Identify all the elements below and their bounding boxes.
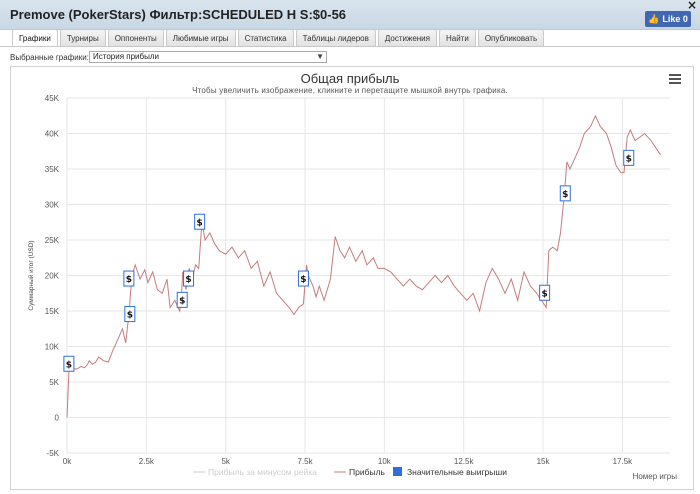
x-tick-label: 5k bbox=[221, 457, 230, 466]
y-tick-label: 10K bbox=[45, 343, 60, 352]
dollar-icon: $ bbox=[179, 296, 185, 306]
x-tick-label: 12.5k bbox=[454, 457, 475, 466]
dollar-icon: $ bbox=[626, 154, 632, 164]
profit-series-line bbox=[66, 114, 661, 418]
tab-bar: Графики Турниры Оппоненты Любимые игры Стати… bbox=[12, 29, 545, 47]
x-tick-label: 7.5k bbox=[297, 457, 313, 466]
big-win-marker[interactable] bbox=[176, 291, 188, 308]
y-tick-label: 40K bbox=[45, 130, 60, 139]
y-tick-label: 30K bbox=[45, 201, 60, 210]
big-win-marker[interactable] bbox=[297, 270, 309, 287]
big-win-marker[interactable] bbox=[63, 355, 75, 372]
tab-2[interactable]: Оппоненты bbox=[107, 29, 164, 46]
x-tick-label: 17.5k bbox=[613, 457, 634, 466]
legend-rake-label[interactable]: Прибыль за минусом рейка bbox=[208, 467, 317, 477]
chart-menu-icon[interactable] bbox=[669, 74, 681, 84]
y-tick-label: 45K bbox=[45, 94, 60, 103]
dollar-icon: $ bbox=[542, 289, 548, 299]
facebook-like-button[interactable]: 👍 Like 0 bbox=[645, 11, 691, 27]
legend-profit-label[interactable]: Прибыль bbox=[349, 467, 386, 477]
x-tick-label: 2.5k bbox=[139, 457, 155, 466]
dollar-icon: $ bbox=[197, 218, 203, 228]
window-title: Premove (PokerStars) Фильтр:SCHEDULED H … bbox=[10, 7, 347, 22]
legend-wins-label[interactable]: Значительные выигрыши bbox=[407, 467, 507, 477]
tab-0[interactable]: Графики bbox=[12, 29, 58, 47]
y-axis-label: Суммарный итог (USD) bbox=[27, 240, 35, 310]
dollar-icon: $ bbox=[127, 311, 133, 321]
dollar-icon: $ bbox=[66, 360, 72, 370]
big-win-marker[interactable] bbox=[123, 270, 135, 287]
chart-subtitle: Чтобы увеличить изображение, кликните и … bbox=[192, 86, 508, 95]
chart-selector-value: История прибыли bbox=[93, 52, 159, 61]
like-label: Like 0 bbox=[662, 14, 688, 24]
x-tick-label: 10k bbox=[378, 457, 392, 466]
legend-wins-swatch[interactable] bbox=[393, 467, 402, 476]
close-icon[interactable]: × bbox=[686, 0, 697, 12]
tab-4[interactable]: Статистика bbox=[237, 29, 294, 46]
dollar-icon: $ bbox=[185, 275, 191, 285]
y-tick-label: 15K bbox=[45, 307, 60, 316]
big-win-marker[interactable] bbox=[559, 185, 571, 202]
y-tick-label: 25K bbox=[45, 236, 60, 245]
x-tick-label: 15k bbox=[537, 457, 551, 466]
window-titlebar: Premove (PokerStars) Фильтр:SCHEDULED H … bbox=[0, 0, 700, 30]
chevron-down-icon: ▼ bbox=[316, 52, 324, 61]
chart-title: Общая прибыль bbox=[300, 71, 400, 86]
big-win-marker[interactable] bbox=[539, 284, 551, 301]
tab-5[interactable]: Таблицы лидеров bbox=[295, 29, 376, 46]
big-win-marker[interactable] bbox=[194, 213, 206, 230]
y-tick-label: -5K bbox=[47, 449, 60, 458]
big-win-marker[interactable] bbox=[124, 306, 136, 323]
thumbs-up-icon: 👍 bbox=[648, 13, 660, 24]
tab-6[interactable]: Достижения bbox=[377, 29, 437, 46]
y-tick-label: 35K bbox=[45, 165, 60, 174]
y-tick-label: 5K bbox=[49, 378, 59, 387]
tab-3[interactable]: Любимые игры bbox=[165, 29, 236, 46]
chart-selector-dropdown[interactable]: История прибыли ▼ bbox=[89, 51, 327, 63]
y-tick-label: 20K bbox=[45, 272, 60, 281]
tab-1[interactable]: Турниры bbox=[59, 29, 106, 46]
tab-8[interactable]: Опубликовать bbox=[477, 29, 545, 46]
chart-selector-label: Выбранные графики: bbox=[10, 53, 89, 62]
tab-divider bbox=[0, 46, 700, 47]
big-win-marker[interactable] bbox=[623, 149, 635, 166]
x-axis-label: Номер игры bbox=[633, 472, 678, 481]
x-tick-label: 0k bbox=[63, 457, 72, 466]
y-tick-label: 0 bbox=[55, 414, 60, 423]
dollar-icon: $ bbox=[562, 190, 568, 200]
tab-7[interactable]: Найти bbox=[438, 29, 476, 46]
dollar-icon: $ bbox=[300, 275, 306, 285]
big-win-marker[interactable] bbox=[183, 270, 195, 287]
dollar-icon: $ bbox=[126, 275, 132, 285]
